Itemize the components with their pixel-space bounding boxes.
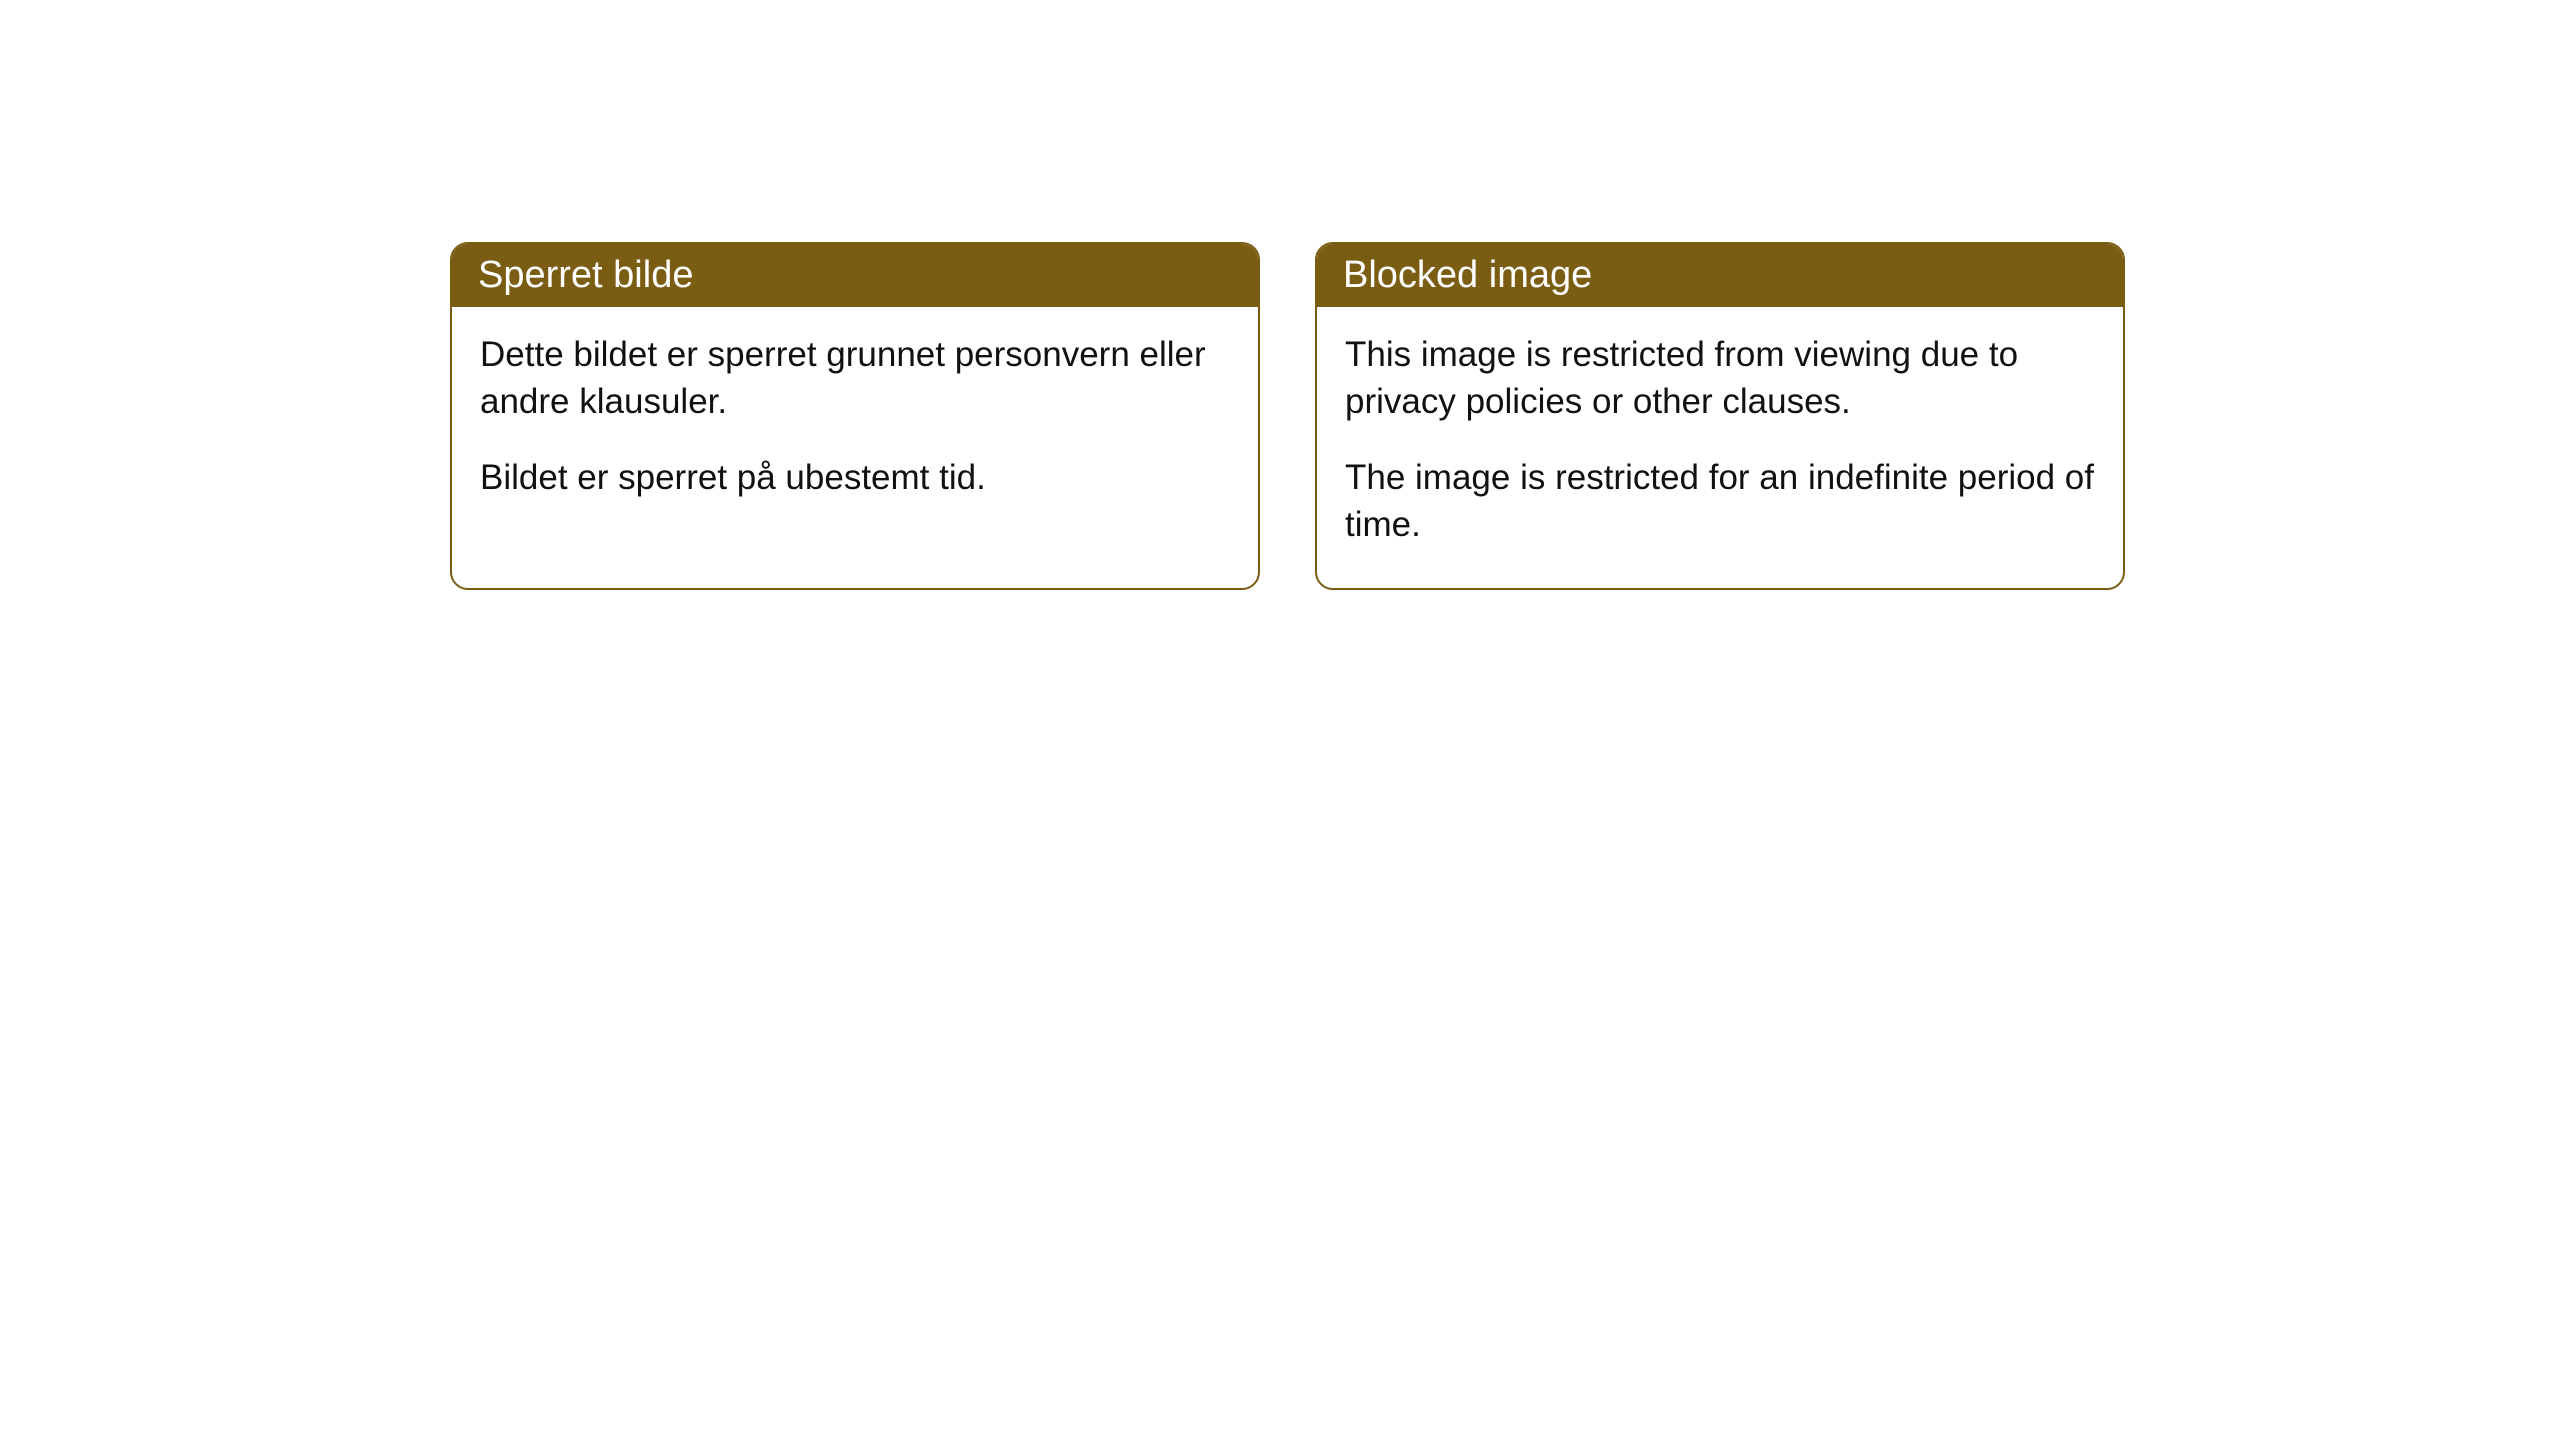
card-text-2-english: The image is restricted for an indefinit…: [1345, 454, 2095, 549]
card-text-2-norwegian: Bildet er sperret på ubestemt tid.: [480, 454, 1230, 501]
card-norwegian: Sperret bilde Dette bildet er sperret gr…: [450, 242, 1260, 590]
card-text-1-english: This image is restricted from viewing du…: [1345, 331, 2095, 426]
card-title-english: Blocked image: [1343, 254, 1592, 296]
card-title-norwegian: Sperret bilde: [478, 254, 693, 296]
card-text-1-norwegian: Dette bildet er sperret grunnet personve…: [480, 331, 1230, 426]
card-english: Blocked image This image is restricted f…: [1315, 242, 2125, 590]
cards-container: Sperret bilde Dette bildet er sperret gr…: [0, 0, 2560, 590]
card-header-norwegian: Sperret bilde: [452, 244, 1258, 307]
card-body-norwegian: Dette bildet er sperret grunnet personve…: [452, 307, 1258, 541]
card-header-english: Blocked image: [1317, 244, 2123, 307]
card-body-english: This image is restricted from viewing du…: [1317, 307, 2123, 588]
